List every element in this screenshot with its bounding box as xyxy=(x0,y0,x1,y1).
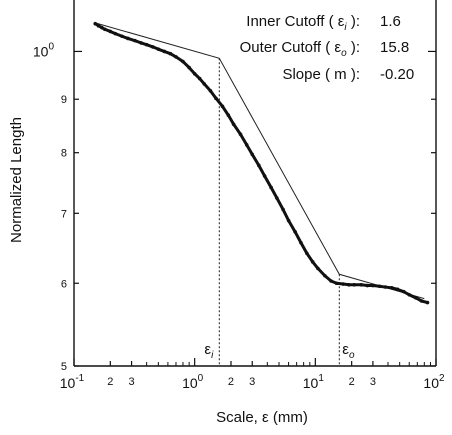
data-point xyxy=(93,21,98,26)
data-point xyxy=(108,29,113,34)
y-tick-label: 6 xyxy=(61,278,67,290)
data-point xyxy=(256,163,261,168)
x-tick-label: 3 xyxy=(370,376,376,388)
data-point xyxy=(407,292,412,297)
data-point xyxy=(413,296,418,300)
x-tick-label: 102 xyxy=(423,373,445,391)
data-point xyxy=(341,282,345,286)
annotation-label: Inner Cutoff ( εi ): xyxy=(246,13,360,33)
data-point xyxy=(419,299,424,303)
data-point xyxy=(144,42,149,47)
data-point xyxy=(389,286,394,290)
data-point xyxy=(133,38,137,43)
data-point xyxy=(197,76,202,81)
data-point xyxy=(425,300,430,305)
data-point xyxy=(310,260,315,264)
x-axis-label: Scale, ε (mm) xyxy=(216,409,308,426)
data-point xyxy=(395,287,400,292)
data-point xyxy=(238,132,243,137)
data-point xyxy=(100,25,104,30)
data-point xyxy=(139,41,143,45)
data-point xyxy=(113,31,118,36)
data-curve xyxy=(94,22,428,305)
labels: Normalized Length Scale, ε (mm) xyxy=(8,117,308,426)
data-point xyxy=(156,47,161,51)
y-tick-label: 100 xyxy=(33,41,55,59)
data-point xyxy=(275,196,279,200)
data-point xyxy=(168,51,173,56)
data-point xyxy=(220,104,225,109)
y-tick-label: 7 xyxy=(61,208,67,220)
data-points xyxy=(93,21,430,305)
data-point xyxy=(103,27,107,32)
x-tick-label: 3 xyxy=(249,376,255,388)
annotation-value: -0.20 xyxy=(380,66,414,83)
data-point xyxy=(334,281,339,286)
data-point xyxy=(329,279,333,283)
data-point xyxy=(174,55,178,59)
data-point xyxy=(162,49,167,54)
y-tick-label: 8 xyxy=(61,148,67,160)
data-point xyxy=(323,273,327,278)
data-point xyxy=(187,65,191,70)
annotation-value: 15.8 xyxy=(380,39,409,56)
x-tick-label: 2 xyxy=(349,376,355,388)
annotation-value: 1.6 xyxy=(380,13,401,30)
x-tick-label: 101 xyxy=(303,373,325,391)
data-point xyxy=(208,88,213,93)
y-tick-label: 9 xyxy=(61,94,67,106)
data-point xyxy=(96,24,101,28)
y-tick-label: 5 xyxy=(61,361,67,373)
data-point xyxy=(226,113,231,117)
data-point xyxy=(299,240,303,245)
annotation-label: Slope ( m ): xyxy=(282,66,360,83)
data-point xyxy=(214,96,218,101)
data-point xyxy=(377,284,382,289)
data-point xyxy=(347,282,351,287)
data-point xyxy=(126,36,130,41)
data-point xyxy=(401,289,406,294)
annotation-box: Inner Cutoff ( εi ): 1.6 Outer Cutoff ( εo… xyxy=(240,13,415,83)
annotation-label: Outer Cutoff ( εo ): xyxy=(240,39,360,59)
data-point xyxy=(352,282,357,287)
data-point xyxy=(359,282,364,287)
cutoff-marker-label: εo xyxy=(342,341,355,361)
data-point xyxy=(262,174,267,178)
data-point xyxy=(269,185,273,190)
x-tick-label: 3 xyxy=(129,376,135,388)
data-point xyxy=(365,283,370,288)
x-tick-label: 2 xyxy=(107,376,113,388)
data-point xyxy=(305,251,309,256)
data-point xyxy=(231,122,236,126)
data-point xyxy=(181,59,185,64)
data-point xyxy=(383,285,388,289)
data-point xyxy=(371,283,375,288)
data-point xyxy=(151,45,155,49)
data-point xyxy=(293,230,297,234)
data-point xyxy=(316,266,320,271)
data-point xyxy=(120,34,124,39)
cutoff-marker-label: εi xyxy=(204,341,214,361)
fit-layer xyxy=(95,22,425,300)
fit-line xyxy=(95,22,425,300)
x-tick-label: 10-1 xyxy=(60,373,85,391)
x-tick-label: 2 xyxy=(228,376,234,388)
data-point xyxy=(286,218,291,223)
cutoff-guides: εi εo xyxy=(204,58,355,366)
data-point xyxy=(281,207,285,212)
data-point xyxy=(192,71,197,76)
x-tick-label: 100 xyxy=(182,373,204,391)
data-point xyxy=(244,143,249,147)
y-axis-label: Normalized Length xyxy=(8,117,25,243)
data-point xyxy=(202,82,207,86)
data-point xyxy=(250,152,255,157)
